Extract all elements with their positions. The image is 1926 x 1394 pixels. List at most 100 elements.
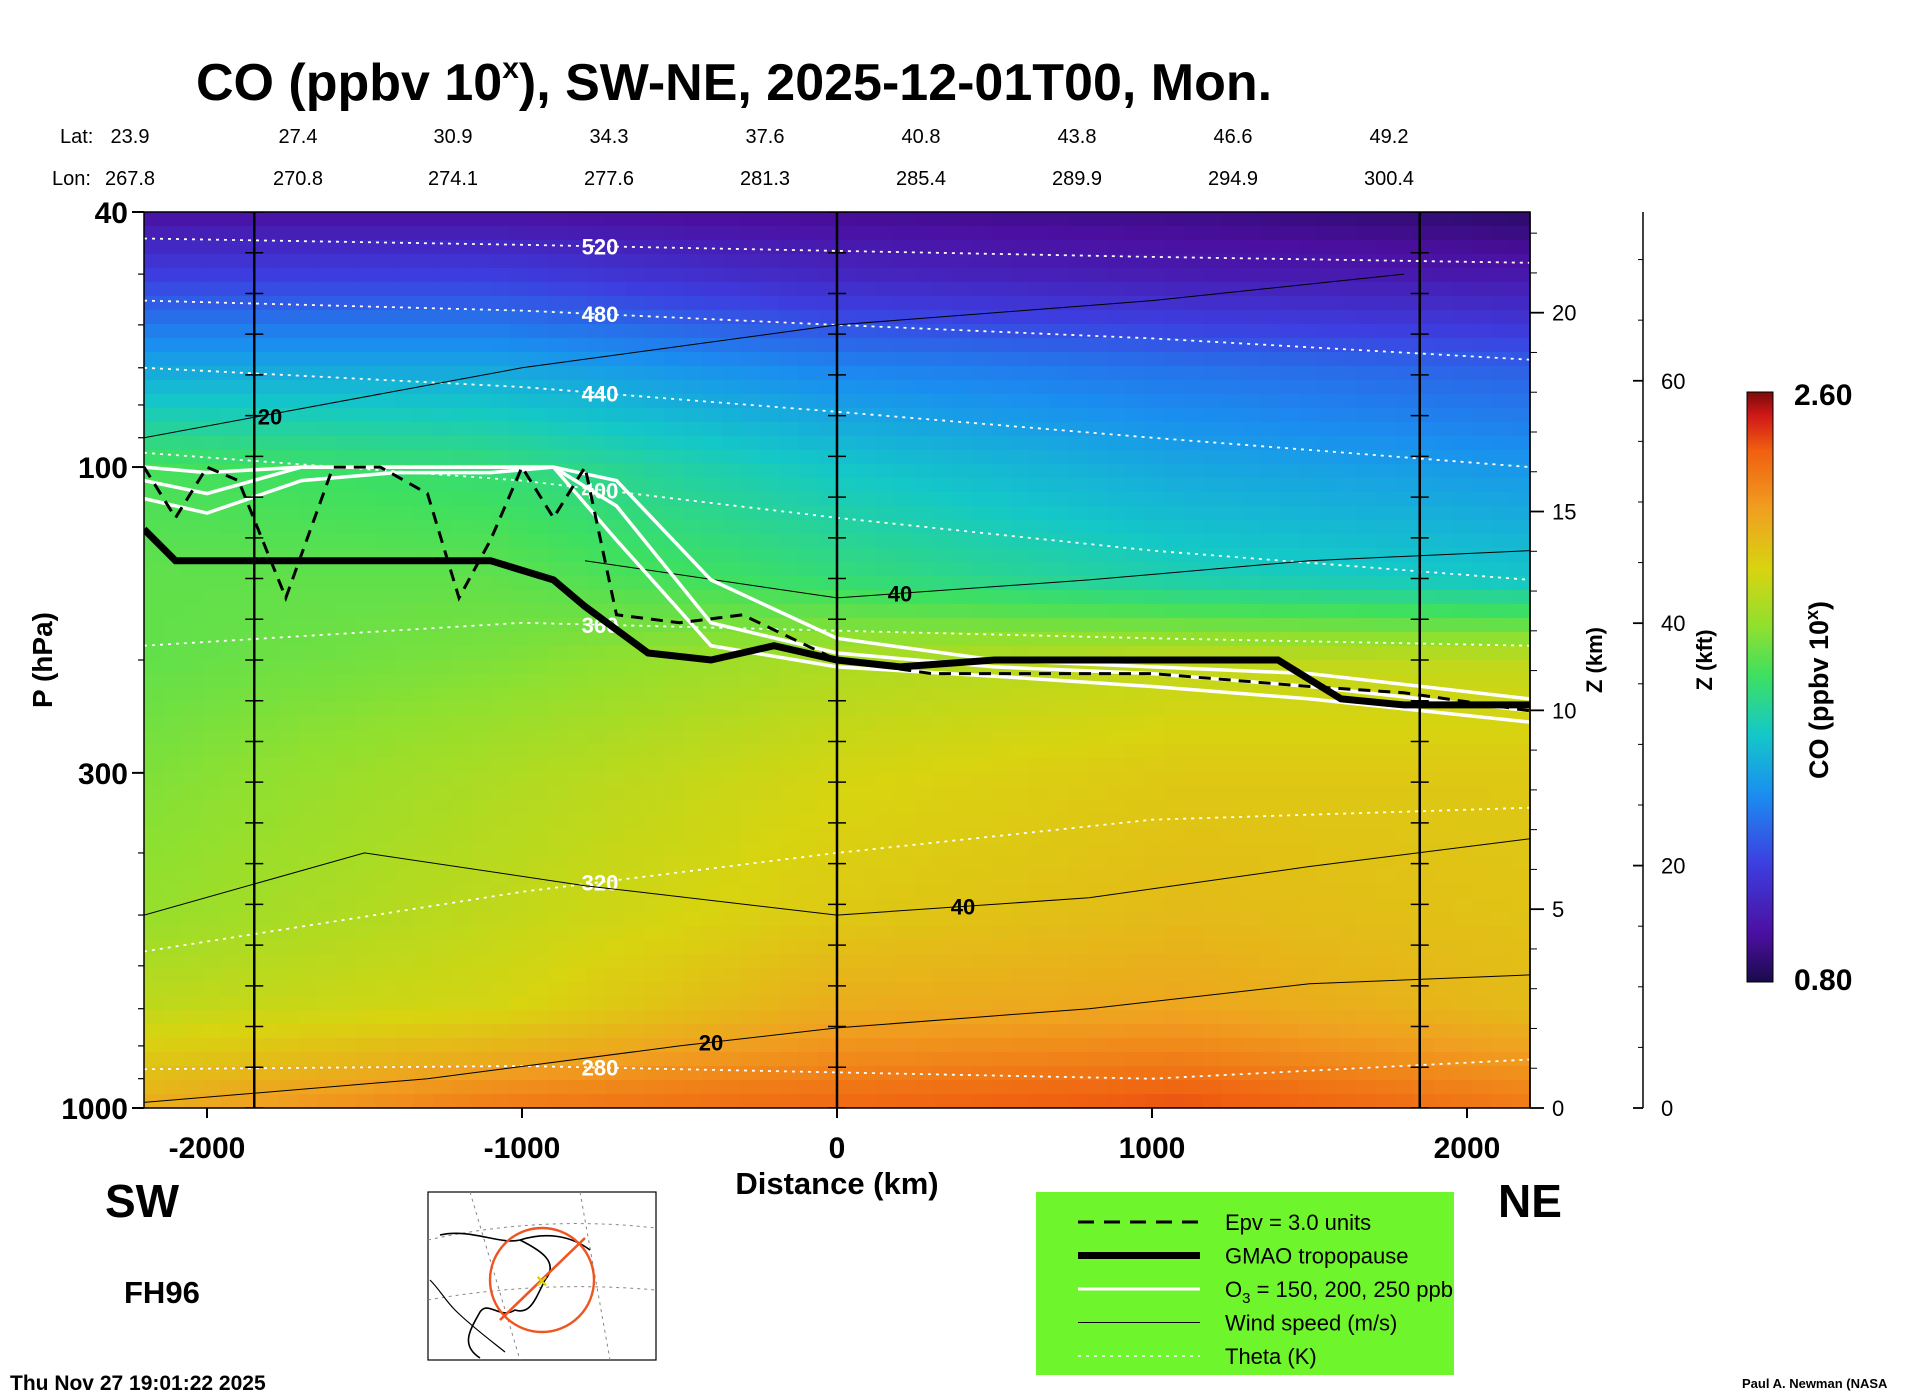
heat-cell [1125, 366, 1146, 381]
heat-cell [914, 352, 935, 367]
heat-cell [1356, 492, 1377, 507]
heat-cell [779, 800, 800, 815]
heat-cell [163, 772, 184, 787]
heat-cell [413, 926, 434, 941]
heat-cell [1029, 856, 1050, 871]
heat-cell [1472, 646, 1493, 661]
heat-cell [548, 660, 569, 675]
heat-cell [971, 1038, 992, 1053]
heat-cell [1453, 786, 1474, 801]
heat-cell [1337, 702, 1358, 717]
heat-cell [567, 1080, 588, 1095]
heat-cell [740, 716, 761, 731]
heat-cell [567, 548, 588, 563]
heat-cell [1241, 926, 1262, 941]
heat-cell [201, 492, 222, 507]
heat-cell [1087, 240, 1108, 255]
heat-cell [1491, 996, 1512, 1011]
heat-cell [1433, 940, 1454, 955]
heat-cell [1279, 828, 1300, 843]
heat-cell [1222, 884, 1243, 899]
heat-cell [1279, 632, 1300, 647]
heat-cell [413, 758, 434, 773]
heat-cell [971, 632, 992, 647]
heat-cell [683, 548, 704, 563]
heat-cell [625, 436, 646, 451]
heat-cell [1029, 310, 1050, 325]
heat-cell [1125, 954, 1146, 969]
heat-cell [509, 772, 530, 787]
heat-cell [1164, 772, 1185, 787]
heat-cell [1260, 436, 1281, 451]
heat-cell [644, 912, 665, 927]
heat-cell [1299, 366, 1320, 381]
heat-cell [663, 520, 684, 535]
heat-cell [259, 436, 280, 451]
heat-cell [336, 702, 357, 717]
heat-cell [163, 688, 184, 703]
heat-cell [1125, 576, 1146, 591]
heat-cell [1068, 352, 1089, 367]
heat-cell [683, 786, 704, 801]
heat-cell [586, 968, 607, 983]
heat-cell [278, 800, 299, 815]
heat-cell [1106, 1066, 1127, 1081]
heat-cell [1183, 1010, 1204, 1025]
heat-cell [375, 1052, 396, 1067]
heat-cell [760, 562, 781, 577]
heat-cell [1491, 870, 1512, 885]
heat-cell [856, 954, 877, 969]
heat-cell [1202, 912, 1223, 927]
heat-cell [1414, 618, 1435, 633]
heat-cell [278, 674, 299, 689]
heat-cell [1145, 380, 1166, 395]
heat-cell [394, 492, 415, 507]
heat-cell [914, 618, 935, 633]
heat-cell [1376, 240, 1397, 255]
heat-cell [625, 394, 646, 409]
heat-cell [201, 520, 222, 535]
heat-cell [760, 1080, 781, 1095]
heat-cell [971, 240, 992, 255]
heat-cell [1510, 464, 1530, 479]
heat-cell [278, 730, 299, 745]
heat-cell [837, 464, 858, 479]
heat-cell [779, 968, 800, 983]
heat-cell [144, 926, 165, 941]
heat-cell [298, 1038, 319, 1053]
heat-cell [933, 1066, 954, 1081]
heat-cell [1241, 590, 1262, 605]
heat-cell [606, 394, 627, 409]
heat-cell [702, 352, 723, 367]
heat-cell [1222, 996, 1243, 1011]
heat-cell [1337, 240, 1358, 255]
heat-cell [490, 380, 511, 395]
heat-cell [1472, 660, 1493, 675]
heat-cell [1145, 576, 1166, 591]
heat-cell [683, 702, 704, 717]
heat-cell [1125, 618, 1146, 633]
heat-cell [490, 772, 511, 787]
heat-cell [1125, 786, 1146, 801]
heat-cell [413, 1038, 434, 1053]
heat-cell [1029, 758, 1050, 773]
heat-cell [702, 562, 723, 577]
heat-cell [1318, 436, 1339, 451]
heat-cell [144, 646, 165, 661]
heat-cell [240, 968, 261, 983]
heat-cell [933, 478, 954, 493]
heat-cell [432, 226, 453, 241]
heat-cell [625, 1024, 646, 1039]
heat-cell [1453, 492, 1474, 507]
heat-cell [1087, 310, 1108, 325]
heat-cell [394, 800, 415, 815]
heat-cell [1202, 1052, 1223, 1067]
heat-cell [529, 968, 550, 983]
heat-cell [1279, 968, 1300, 983]
heat-cell [1106, 282, 1127, 297]
heat-cell [1183, 352, 1204, 367]
heat-cell [1318, 212, 1339, 227]
heat-cell [182, 940, 203, 955]
heat-cell [278, 898, 299, 913]
heat-cell [1260, 940, 1281, 955]
